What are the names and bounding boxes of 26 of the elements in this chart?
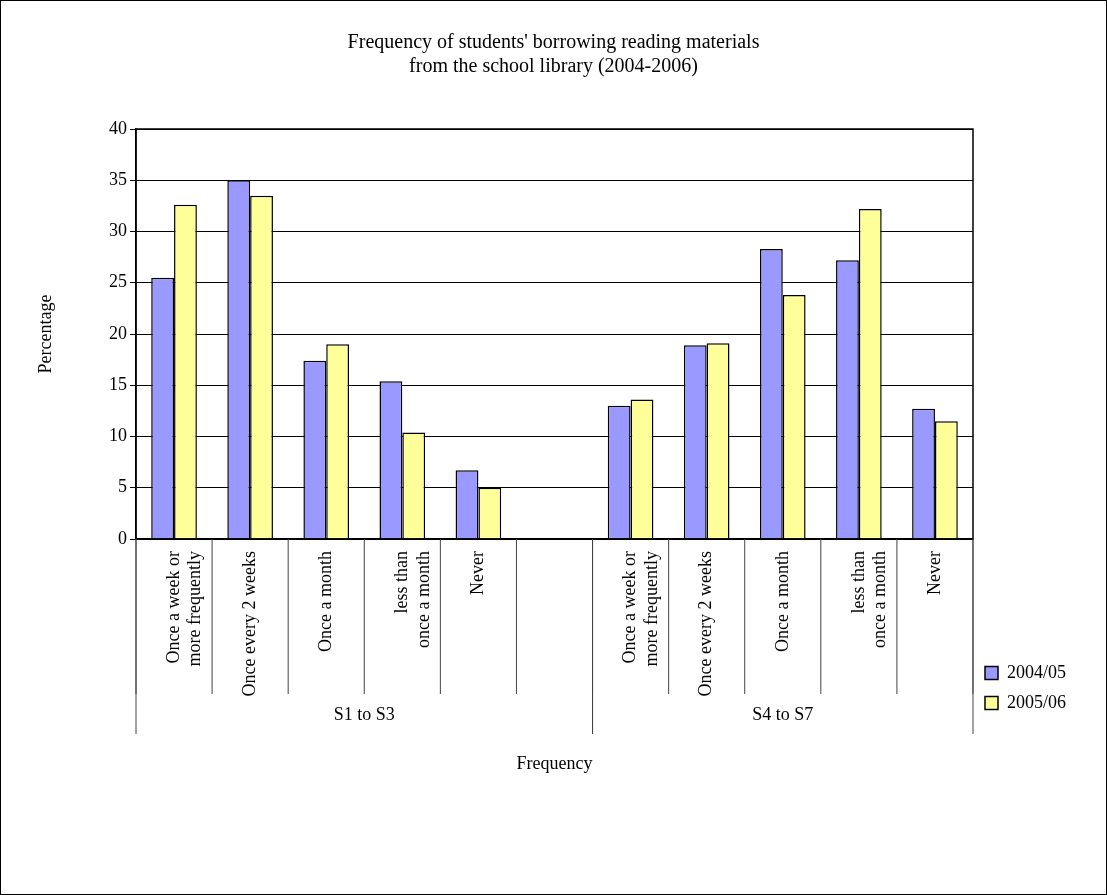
x-tick-label: Once a month xyxy=(314,551,335,652)
x-tick-label: less than once a month xyxy=(847,551,890,648)
y-tick-label: 20 xyxy=(109,322,127,343)
y-tick-label: 15 xyxy=(109,373,127,394)
legend-label: 2005/06 xyxy=(1007,691,1067,712)
x-tick-label: Once a month xyxy=(771,551,792,652)
chart-title: Frequency of students' borrowing reading materials from the school library (2004-2006) xyxy=(347,30,760,78)
y-tick-label: 0 xyxy=(118,527,127,548)
y-tick-label: 25 xyxy=(109,271,127,292)
text: S1 to S3 xyxy=(333,703,395,724)
x-tick-label: less than once a month xyxy=(391,551,433,648)
x-axis-title: Frequency xyxy=(516,752,593,773)
y-tick-label: 10 xyxy=(109,425,127,446)
text: S4 to S7 xyxy=(752,703,814,724)
y-tick-label: 30 xyxy=(109,220,127,241)
x-tick-label: Never xyxy=(923,551,944,595)
y-tick-label: 35 xyxy=(109,168,127,189)
x-tick-label: Once every 2 weeks xyxy=(238,551,259,697)
x-tick-label: Once a week or more frequently xyxy=(619,551,661,667)
x-tick-label: Never xyxy=(467,551,488,595)
legend-label: 2004/05 xyxy=(1007,661,1067,682)
y-tick-label: 40 xyxy=(109,117,127,138)
y-tick-label: 5 xyxy=(118,476,127,497)
x-tick-label: Once every 2 weeks xyxy=(695,551,716,697)
x-tick-label: Once a week or more frequently xyxy=(162,551,205,667)
y-axis-title: Percentage xyxy=(34,294,55,374)
